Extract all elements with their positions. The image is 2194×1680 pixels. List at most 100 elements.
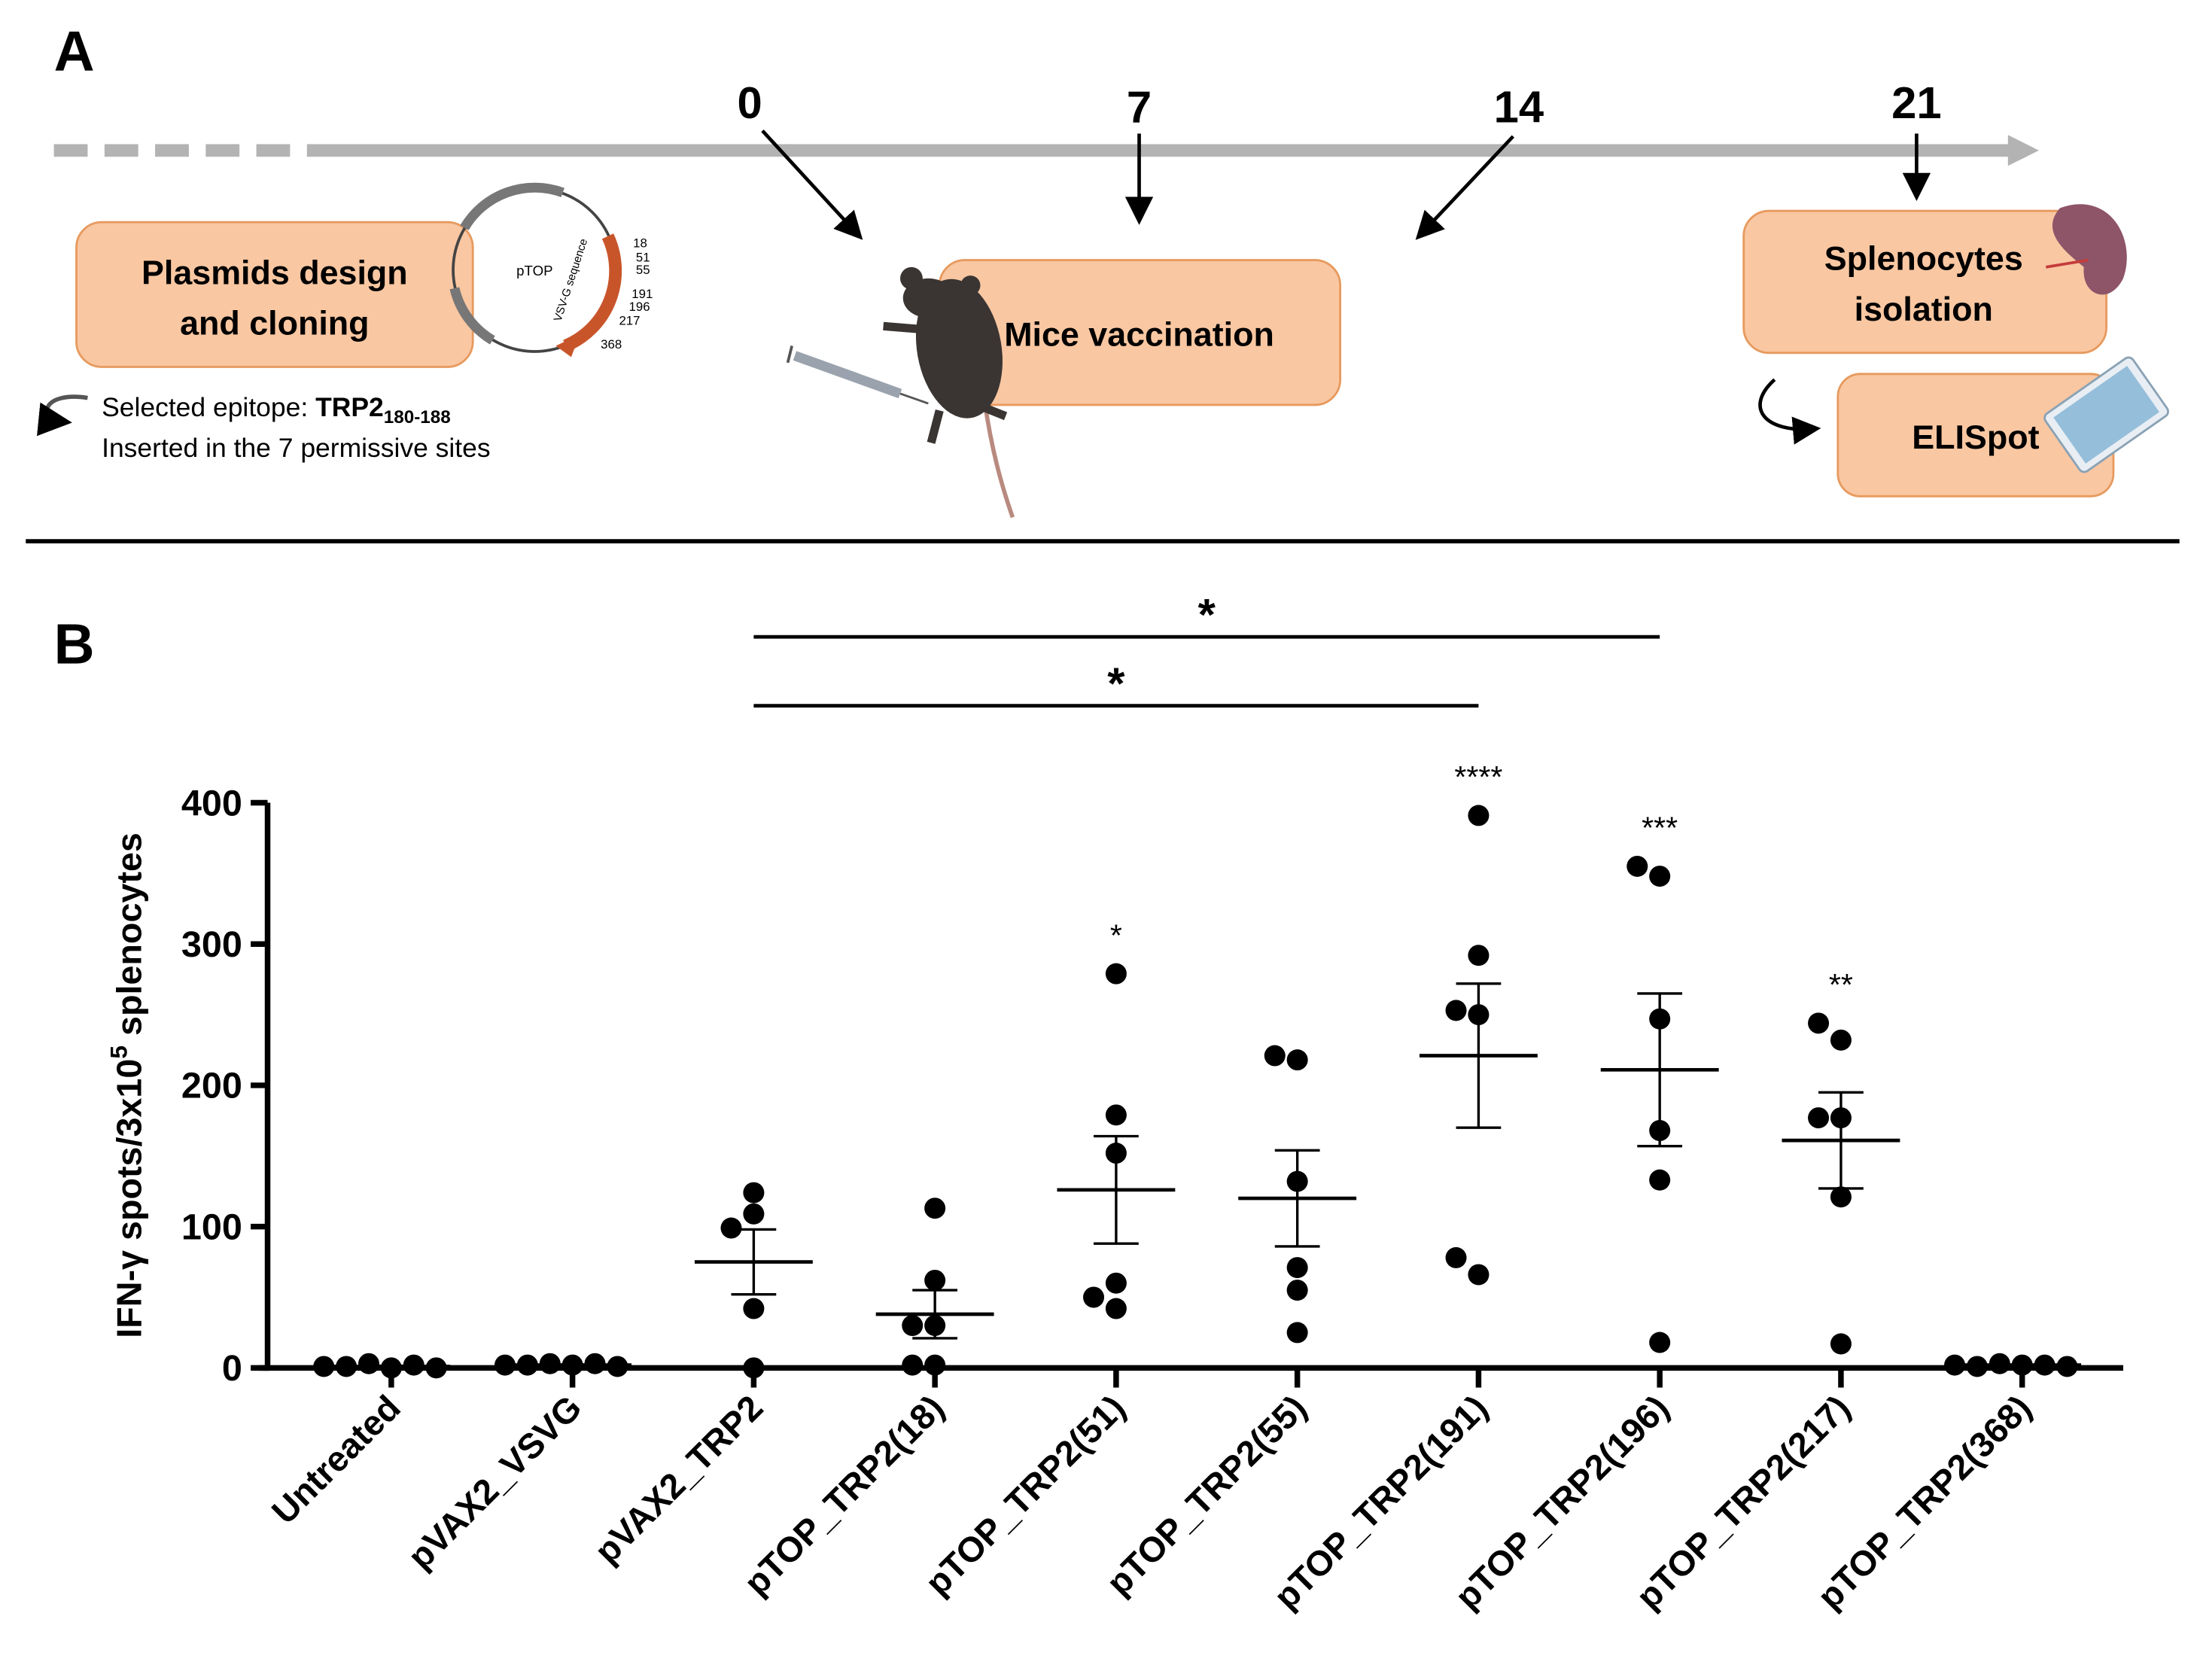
- y-tick-label: 100: [181, 1207, 242, 1247]
- curved-arrow: [36, 394, 88, 437]
- data-point: [1468, 805, 1490, 826]
- day-label: 0: [738, 78, 762, 128]
- box-text: Mice vaccination: [1004, 315, 1274, 353]
- data-point: [743, 1182, 765, 1204]
- data-point: [743, 1203, 765, 1225]
- data-point: [1264, 1045, 1286, 1067]
- arrow: [1415, 135, 1515, 240]
- box-text: and cloning: [180, 305, 369, 342]
- y-label-part: IFN-γ spots/3x10: [109, 1059, 148, 1338]
- data-point: [924, 1198, 946, 1219]
- site-label: 191: [631, 287, 653, 301]
- day-label: 7: [1127, 81, 1152, 132]
- box: [75, 221, 474, 368]
- site-label: 217: [619, 313, 640, 327]
- data-point: [924, 1354, 946, 1376]
- site-label: 51: [636, 250, 650, 264]
- y-tick-label: 0: [222, 1348, 242, 1389]
- data-point: [1445, 1246, 1467, 1268]
- plasmid-name: pTOP: [516, 263, 552, 278]
- data-point: [1468, 945, 1490, 966]
- plot: 0 100 200 300 400 UntreatedpVAX2_VSVGpVAX2_TR…: [181, 589, 2123, 1617]
- box-text: Plasmids design: [141, 254, 408, 291]
- data-point: [1105, 1104, 1127, 1126]
- timeline-arrowhead: [2007, 135, 2039, 166]
- significance: ****: [1454, 759, 1502, 794]
- curved-arrow: [1758, 378, 1821, 445]
- data-point: [1649, 1332, 1671, 1353]
- data-point: [1468, 1264, 1490, 1286]
- data-point: [1286, 1257, 1308, 1279]
- x-tick-label: Untreated: [264, 1388, 408, 1532]
- plasmid-feature: [449, 287, 495, 345]
- bracket-label: *: [1198, 589, 1216, 640]
- x-tick-label: pVAX2_VSVG: [400, 1388, 589, 1577]
- box-text: isolation: [1855, 291, 1993, 328]
- epitope-prefix: Selected epitope:: [102, 392, 315, 422]
- data-point: [1830, 1333, 1852, 1355]
- x-tick-label: pTOP_TRP2(18): [736, 1388, 951, 1603]
- data-point: [1445, 1000, 1467, 1021]
- data-point: [1105, 1272, 1127, 1294]
- x-tick-label: pVAX2_TRP2: [587, 1388, 770, 1571]
- box-text: ELISpot: [1912, 418, 2039, 456]
- day-label: 14: [1494, 81, 1544, 132]
- bracket-label: *: [1107, 658, 1125, 708]
- data-point: [1808, 1107, 1830, 1129]
- data-point: [720, 1217, 742, 1239]
- arrow: [761, 129, 863, 240]
- data-point: [1626, 855, 1648, 877]
- data-point: [743, 1357, 765, 1379]
- x-tick-label: pTOP_TRP2(51): [917, 1388, 1133, 1603]
- data-point: [902, 1315, 924, 1337]
- vessel: [2045, 258, 2089, 269]
- data-point: [1830, 1186, 1852, 1208]
- site-label: 196: [629, 300, 650, 314]
- data-point: [1083, 1286, 1105, 1308]
- syringe: [786, 345, 929, 405]
- plasmid-arrowhead: [555, 334, 580, 358]
- box: [1742, 209, 2107, 355]
- data-point: [1649, 1169, 1671, 1191]
- inserted-text: Inserted in the 7 permissive sites: [102, 433, 491, 463]
- y-axis-label: IFN-γ spots/3x105 splenocytes: [105, 832, 149, 1338]
- significance: **: [1829, 967, 1853, 1002]
- significance: ***: [1642, 811, 1678, 845]
- data-point: [924, 1269, 946, 1291]
- y-label-part: splenocytes: [109, 832, 148, 1045]
- sequence-label: VSV-G sequence: [552, 237, 591, 323]
- data-point: [1649, 866, 1671, 887]
- x-tick-label: pTOP_TRP2(55): [1099, 1388, 1314, 1603]
- data-point: [494, 1354, 516, 1376]
- data-point: [902, 1354, 924, 1376]
- epitope-sub: 180-188: [384, 407, 451, 428]
- y-label-sup: 5: [105, 1045, 132, 1059]
- plasmid-feature: [460, 182, 564, 230]
- data-point: [743, 1298, 765, 1319]
- data-point: [1105, 1298, 1127, 1319]
- epitope-text: Selected epitope: TRP2180-188: [102, 392, 451, 428]
- spleen: [2052, 204, 2127, 295]
- box-text: Splenocytes: [1824, 240, 2023, 278]
- data-point: [1105, 963, 1127, 985]
- y-tick-label: 200: [181, 1066, 242, 1106]
- data-point: [1944, 1354, 1966, 1376]
- site-label: 368: [601, 337, 622, 352]
- data-point: [313, 1356, 335, 1377]
- plasmid-insert: [563, 233, 622, 352]
- significance: *: [1110, 918, 1122, 952]
- y-tick-label: 300: [181, 924, 242, 965]
- panel-label: B: [54, 613, 95, 676]
- data-point: [1286, 1280, 1308, 1301]
- panel-label: A: [54, 19, 95, 82]
- site-label: 18: [633, 236, 647, 251]
- site-label: 55: [636, 263, 650, 277]
- mouse: [883, 266, 1015, 519]
- y-tick-label: 400: [181, 783, 242, 823]
- elispot-plate: [2043, 356, 2169, 473]
- epitope-name: TRP2: [315, 392, 384, 422]
- data-point: [1808, 1012, 1830, 1034]
- day-label: 21: [1891, 78, 1941, 128]
- data-point: [1830, 1029, 1852, 1051]
